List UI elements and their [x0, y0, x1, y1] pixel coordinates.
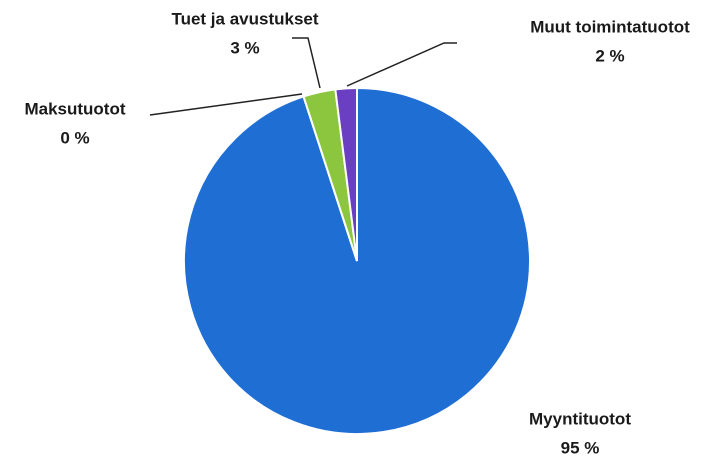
slice-value-label: 2 % [595, 46, 624, 65]
leader-line [149, 93, 303, 116]
leader-line [292, 37, 321, 89]
slice-label: Myyntituotot [529, 409, 631, 428]
slice-label: Muut toimintatuotot [530, 17, 690, 36]
slice-label: Tuet ja avustukset [171, 9, 318, 28]
slice-label: Maksutuotot [24, 99, 125, 118]
pie-slice [334, 86, 358, 262]
slice-value-label: 3 % [230, 38, 259, 57]
slice-value-label: 0 % [60, 128, 89, 147]
leader-line [346, 42, 457, 87]
slice-value-label: 95 % [561, 438, 600, 457]
